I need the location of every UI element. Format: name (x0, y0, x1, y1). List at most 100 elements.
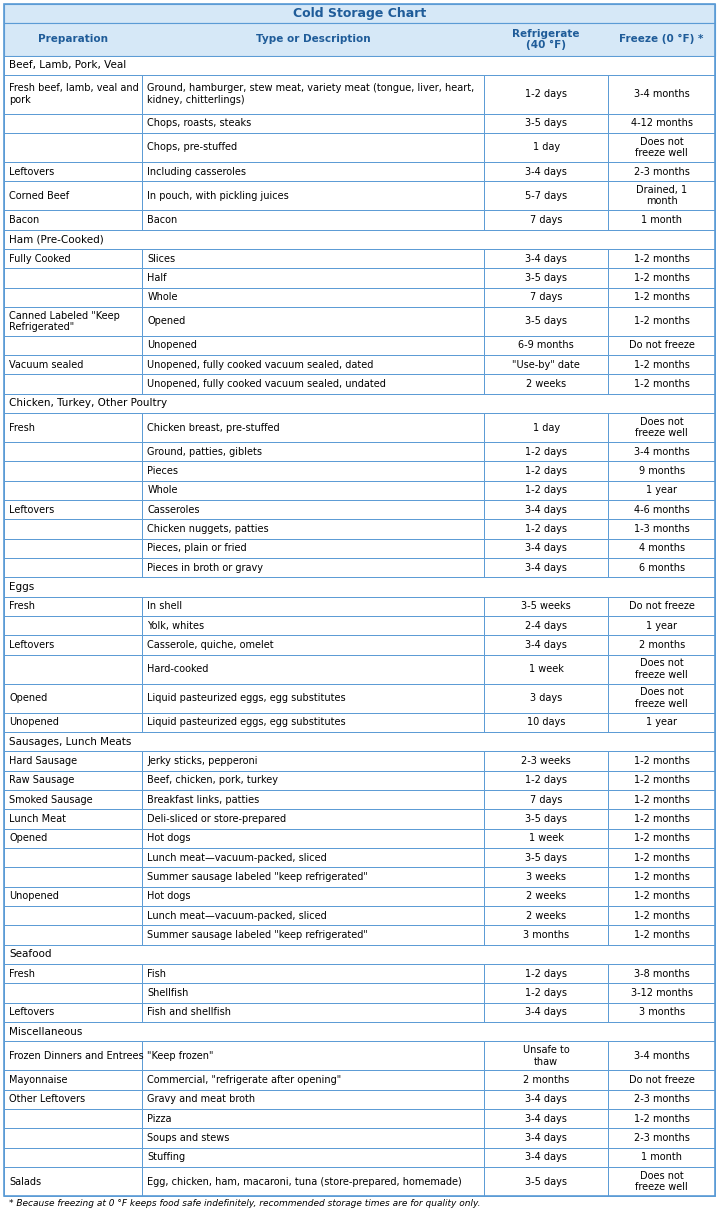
Bar (484, 375, 608, 394)
Bar (4, 443, 142, 461)
Bar (484, 713, 608, 732)
Text: Leftovers: Leftovers (9, 640, 54, 651)
Bar (484, 925, 608, 945)
Text: 3-4 days: 3-4 days (525, 1114, 567, 1124)
Bar (142, 375, 484, 394)
Text: 1-2 months: 1-2 months (633, 756, 690, 766)
Bar (4, 636, 142, 654)
Bar (608, 519, 715, 539)
Text: 2 weeks: 2 weeks (526, 911, 566, 921)
Text: 7 days: 7 days (530, 215, 562, 225)
Bar (4, 597, 142, 617)
Bar (608, 336, 715, 355)
Text: Pieces in broth or gravy: Pieces in broth or gravy (147, 563, 263, 573)
Text: Shellfish: Shellfish (147, 989, 188, 998)
Bar (484, 984, 608, 1003)
Text: Sausages, Lunch Meats: Sausages, Lunch Meats (9, 737, 132, 747)
Bar (608, 597, 715, 617)
Text: Unsafe to
thaw: Unsafe to thaw (523, 1045, 569, 1066)
Text: Unopened: Unopened (147, 340, 197, 350)
Text: Raw Sausage: Raw Sausage (9, 776, 74, 786)
Text: Preparation: Preparation (38, 34, 108, 45)
Text: Whole: Whole (147, 292, 178, 302)
Bar (608, 480, 715, 500)
Text: Beef, Lamb, Pork, Veal: Beef, Lamb, Pork, Veal (9, 61, 127, 71)
Bar (4, 771, 142, 790)
Text: 1-2 months: 1-2 months (633, 911, 690, 921)
Bar (484, 810, 608, 829)
Text: Yolk, whites: Yolk, whites (147, 621, 204, 631)
Bar (142, 287, 484, 306)
Bar (142, 461, 484, 480)
Bar (484, 597, 608, 617)
Text: Fully Cooked: Fully Cooked (9, 253, 70, 264)
Bar (608, 636, 715, 654)
Bar (4, 925, 142, 945)
Text: 3 weeks: 3 weeks (526, 872, 566, 882)
Text: 3-4 days: 3-4 days (525, 1133, 567, 1143)
Text: Frozen Dinners and Entrees: Frozen Dinners and Entrees (9, 1051, 144, 1060)
Text: Salads: Salads (9, 1177, 41, 1187)
Bar (484, 617, 608, 636)
Text: Fresh: Fresh (9, 602, 35, 612)
Bar (4, 113, 142, 133)
Text: 1-2 months: 1-2 months (633, 852, 690, 862)
Text: 3-5 days: 3-5 days (525, 316, 567, 326)
Bar (608, 867, 715, 886)
Bar (484, 269, 608, 287)
Bar (142, 964, 484, 984)
Text: 6-9 months: 6-9 months (518, 340, 574, 350)
Bar (142, 906, 484, 925)
Bar (608, 790, 715, 810)
Text: 1 month: 1 month (641, 1153, 682, 1162)
Text: Lunch Meat: Lunch Meat (9, 814, 66, 824)
Bar (484, 906, 608, 925)
Text: 7 days: 7 days (530, 292, 562, 302)
Bar (4, 751, 142, 771)
Text: 3-5 days: 3-5 days (525, 272, 567, 283)
Text: Do not freeze: Do not freeze (628, 340, 695, 350)
Bar (4, 1070, 142, 1090)
Bar (4, 945, 715, 964)
Text: 1-2 days: 1-2 days (525, 989, 567, 998)
Text: 5-7 days: 5-7 days (525, 191, 567, 201)
Bar (608, 925, 715, 945)
Bar (142, 443, 484, 461)
Text: Seafood: Seafood (9, 950, 52, 959)
Bar (142, 1090, 484, 1109)
Text: 1-2 months: 1-2 months (633, 814, 690, 824)
Text: 2 months: 2 months (523, 1075, 569, 1085)
Bar (4, 539, 142, 558)
Bar (4, 732, 715, 751)
Bar (4, 249, 142, 269)
Text: 3-5 days: 3-5 days (525, 852, 567, 862)
Bar (142, 636, 484, 654)
Bar (4, 269, 142, 287)
Text: 3 months: 3 months (638, 1007, 684, 1018)
Bar (142, 790, 484, 810)
Bar (142, 480, 484, 500)
Bar (4, 683, 142, 713)
Text: Liquid pasteurized eggs, egg substitutes: Liquid pasteurized eggs, egg substitutes (147, 693, 346, 703)
Text: Opened: Opened (9, 833, 47, 844)
Bar (484, 1167, 608, 1197)
Text: Half: Half (147, 272, 167, 283)
Bar (4, 1128, 142, 1148)
Bar (608, 500, 715, 519)
Text: 1-2 days: 1-2 days (525, 89, 567, 100)
Bar (142, 654, 484, 683)
Bar (608, 539, 715, 558)
Text: Does not
freeze well: Does not freeze well (636, 1171, 688, 1193)
Text: * Because freezing at 0 °F keeps food safe indefinitely, recommended storage tim: * Because freezing at 0 °F keeps food sa… (9, 1199, 480, 1207)
Bar (608, 617, 715, 636)
Text: Opened: Opened (9, 693, 47, 703)
Text: Beef, chicken, pork, turkey: Beef, chicken, pork, turkey (147, 776, 278, 786)
Text: Jerky sticks, pepperoni: Jerky sticks, pepperoni (147, 756, 257, 766)
Bar (142, 984, 484, 1003)
Text: 3-4 days: 3-4 days (525, 167, 567, 176)
Text: Ham (Pre-Cooked): Ham (Pre-Cooked) (9, 235, 104, 244)
Text: Chicken, Turkey, Other Poultry: Chicken, Turkey, Other Poultry (9, 399, 167, 409)
Bar (142, 683, 484, 713)
Bar (142, 829, 484, 848)
Text: Hard Sausage: Hard Sausage (9, 756, 77, 766)
